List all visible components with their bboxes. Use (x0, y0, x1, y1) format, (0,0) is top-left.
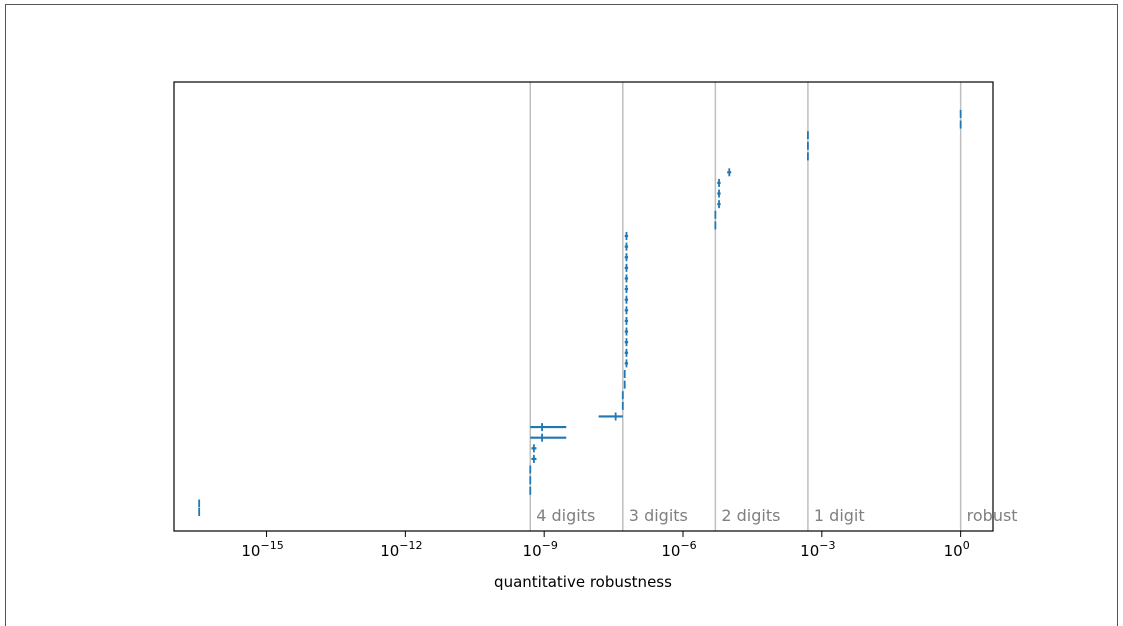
data-point (624, 242, 629, 251)
x-axis-ticks: 10−15 10−12 10−9 10−6 10−3 100 (241, 531, 970, 560)
threshold-label: robust (967, 506, 1018, 525)
data-point (623, 370, 626, 378)
threshold-label: 2 digits (721, 506, 780, 525)
data-point (624, 327, 629, 336)
data-point (531, 444, 537, 453)
x-tick-label: 10−6 (661, 539, 696, 560)
data-points (198, 109, 962, 516)
figure-frame (5, 4, 1118, 626)
data-point (717, 200, 721, 209)
x-tick-exponent: −9 (542, 539, 558, 552)
x-tick-base: 10 (944, 542, 963, 560)
x-tick-label: 10−15 (241, 539, 283, 560)
x-tick-base: 10 (241, 542, 260, 560)
x-axis-label: quantitative robustness (494, 573, 672, 591)
data-point (624, 285, 629, 294)
data-point (624, 253, 629, 262)
data-point (531, 454, 537, 463)
data-point (717, 189, 721, 198)
threshold-labels: 4 digits 3 digits 2 digits 1 digit robust (536, 506, 1017, 525)
x-tick-label: 10−9 (523, 539, 558, 560)
x-tick-label: 10−12 (380, 539, 422, 560)
x-tick-exponent: −3 (819, 539, 835, 552)
threshold-lines (529, 82, 962, 531)
data-point (727, 168, 732, 177)
x-tick-label: 100 (944, 539, 970, 560)
data-point (624, 316, 629, 325)
data-point (624, 359, 629, 368)
data-point (717, 178, 721, 187)
threshold-label: 3 digits (629, 506, 688, 525)
x-tick-exponent: 0 (963, 539, 970, 552)
x-tick-base: 10 (523, 542, 542, 560)
x-tick-base: 10 (800, 542, 819, 560)
threshold-label: 1 digit (814, 506, 865, 525)
x-tick-exponent: −15 (260, 539, 283, 552)
data-point (623, 380, 626, 389)
data-point (624, 306, 629, 315)
data-point (624, 348, 629, 357)
x-tick-label: 10−3 (800, 539, 835, 560)
data-point (624, 338, 629, 347)
x-tick-base: 10 (380, 542, 399, 560)
data-point (624, 295, 629, 304)
x-tick-exponent: −6 (680, 539, 696, 552)
data-point (598, 412, 623, 421)
data-point (530, 433, 567, 442)
x-tick-exponent: −12 (399, 539, 422, 552)
x-tick-base: 10 (661, 542, 680, 560)
data-point (624, 232, 629, 240)
data-point (624, 274, 629, 283)
data-point (624, 263, 629, 272)
threshold-label: 4 digits (536, 506, 595, 525)
data-point (530, 423, 567, 432)
plot-area (173, 81, 994, 532)
